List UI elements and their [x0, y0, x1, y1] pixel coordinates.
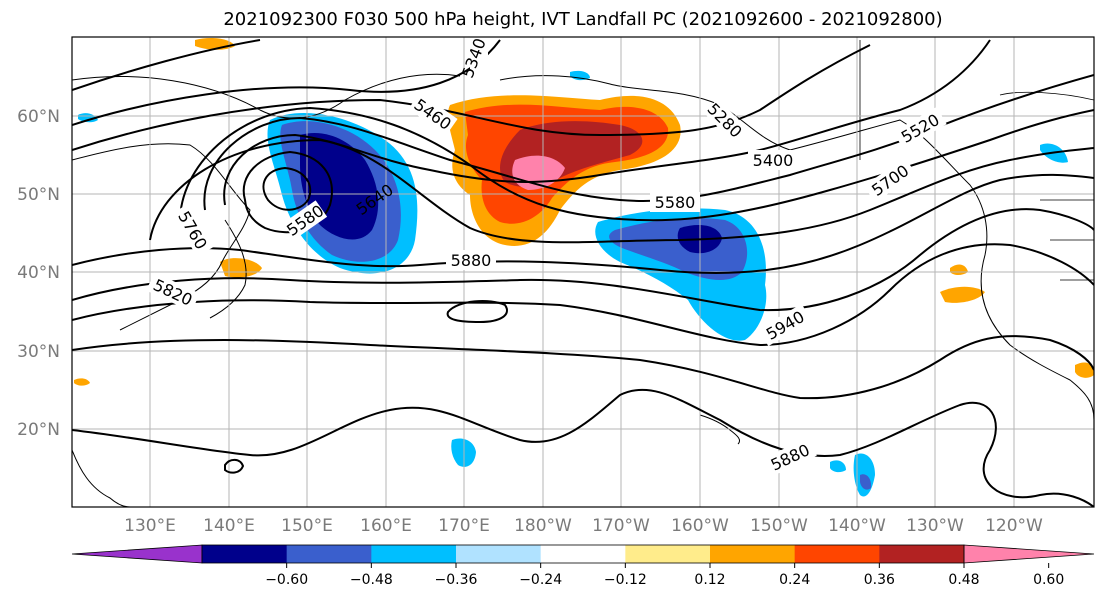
colorbar-tick-label: −0.36 [435, 572, 478, 588]
lon-label: 140°W [828, 516, 886, 536]
lon-label: 160°W [671, 516, 729, 536]
colorbar-swatch [879, 545, 965, 563]
contour-5880-north [72, 243, 1094, 347]
contour-low-ring-1 [242, 150, 333, 234]
negative-spot-southeast-small [830, 460, 846, 473]
contour-5820 [72, 208, 1094, 312]
longitude-labels: 130°E 140°E 150°E 160°E 170°E 180°W 170°… [124, 516, 1043, 536]
colorbar-tick-label: 0.36 [864, 572, 895, 588]
lon-label: 170°W [592, 516, 650, 536]
colorbar-ticks: −0.60 −0.48 −0.36 −0.24 −0.12 0.12 0.24 0.36 0.4… [265, 563, 1064, 588]
contour-label: 5580 [655, 193, 696, 212]
colorbar-tick-label: 0.24 [779, 572, 810, 588]
colorbar-swatch [625, 545, 711, 563]
colorbar-extend-min [71, 544, 203, 564]
colorbar-swatch [794, 545, 880, 563]
lon-label: 130°W [906, 516, 964, 536]
positive-spot-california [940, 286, 985, 303]
coast-philippines [72, 449, 131, 507]
lon-label: 180°W [514, 516, 572, 536]
contour-5880-closed [446, 300, 508, 324]
lon-label: 160°E [360, 516, 412, 536]
map-frame [71, 36, 1095, 508]
colorbar-swatch [202, 545, 288, 563]
contour-label: 5400 [753, 151, 794, 170]
colorbar-swatch [710, 545, 796, 563]
contour-5460 [223, 39, 991, 206]
colorbar-frame [201, 544, 965, 564]
borders [859, 40, 1094, 281]
positive-spot-mexico [1075, 362, 1094, 378]
contour-5760 [72, 173, 1094, 274]
contour-5640 [178, 106, 1094, 226]
coast-japan [209, 219, 247, 319]
contour-5940 [72, 335, 1094, 400]
coastlines [72, 40, 1094, 507]
latitude-labels: 60°N 50°N 40°N 30°N 20°N [17, 107, 60, 440]
colorbar-tick-label: −0.24 [519, 572, 562, 588]
lon-label: 170°E [438, 516, 490, 536]
contour-5280 [72, 39, 261, 91]
lat-label: 30°N [17, 342, 60, 362]
height-contours [72, 39, 1094, 507]
lon-label: 150°E [281, 516, 333, 536]
negative-spot-southeast-core [860, 474, 872, 490]
contour-5880-south [72, 388, 1094, 507]
map-title: 2021092300 F030 500 hPa height, IVT Land… [223, 9, 942, 30]
colorbar-extend-max [963, 544, 1095, 564]
lat-label: 60°N [17, 107, 60, 127]
colorbar-swatch [286, 545, 372, 563]
colorbar-tick-label: −0.12 [604, 572, 647, 588]
colorbar-tick-label: −0.48 [350, 572, 393, 588]
positive-spot-west [74, 378, 90, 386]
colorbar-tick-label: −0.60 [265, 572, 308, 588]
lon-label: 130°E [124, 516, 176, 536]
positive-spot-japan [220, 258, 262, 278]
lat-label: 20°N [17, 420, 60, 440]
lon-label: 120°W [985, 516, 1043, 536]
coast-hawaii [699, 414, 741, 445]
colorbar-swatch [456, 545, 542, 563]
colorbar-tick-label: 0.12 [694, 572, 725, 588]
contour-5400 [72, 44, 871, 151]
coast-north-america [789, 119, 1094, 421]
lat-label: 50°N [17, 185, 60, 205]
colorbar-swatch [371, 545, 457, 563]
colorbar-tick-label: 0.48 [948, 572, 979, 588]
map-panel: 5340 5460 5400 5520 5580 5640 5700 5760 … [71, 36, 1095, 508]
colorbar: −0.60 −0.48 −0.36 −0.24 −0.12 0.12 0.24 0.36 0.4… [71, 544, 1095, 588]
coast-alaska [499, 75, 791, 151]
lon-label: 150°W [750, 516, 808, 536]
colorbar-swatches [71, 544, 1095, 564]
lat-label: 40°N [17, 263, 60, 283]
contour-5700 [149, 138, 1094, 244]
colorbar-tick-label: 0.60 [1033, 572, 1064, 588]
contour-label: 5880 [451, 251, 492, 270]
lon-label: 140°E [203, 516, 255, 536]
contour-5340 [72, 39, 501, 126]
colorbar-swatch [540, 545, 626, 563]
contour-low-core [262, 166, 312, 211]
contour-small-closed [224, 458, 245, 474]
negative-spot-northwest [78, 113, 98, 123]
